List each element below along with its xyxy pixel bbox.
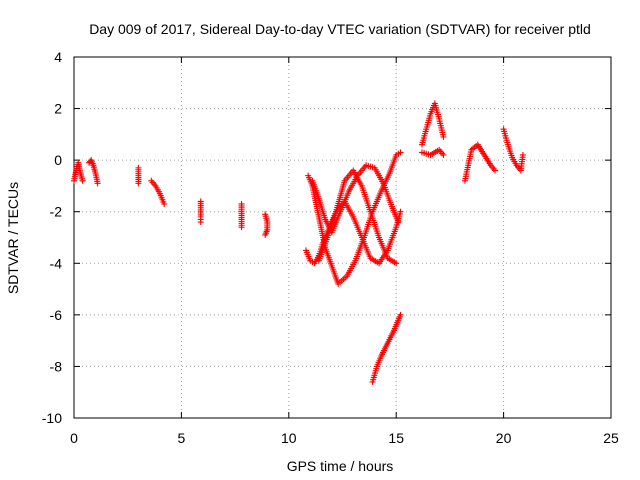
data-points <box>71 100 526 385</box>
data-point <box>395 219 402 226</box>
axis-ticks <box>73 56 612 419</box>
y-tick-label: -2 <box>50 204 63 220</box>
data-point <box>440 133 447 140</box>
data-point <box>393 260 400 267</box>
x-tick-labels: 0 5 10 15 20 25 <box>70 430 619 446</box>
data-point <box>262 231 269 238</box>
x-tick-label: 20 <box>496 430 512 446</box>
x-tick-label: 5 <box>178 430 186 446</box>
y-tick-label: 0 <box>54 152 62 168</box>
y-tick-label: -8 <box>50 358 63 374</box>
data-point <box>397 208 404 215</box>
plot-frame <box>73 56 612 419</box>
y-tick-label: -4 <box>50 255 63 271</box>
y-tick-label: 4 <box>54 49 62 65</box>
x-tick-label: 0 <box>70 430 78 446</box>
x-tick-label: 15 <box>388 430 404 446</box>
y-tick-label: -10 <box>42 410 62 426</box>
y-tick-label: 2 <box>54 101 62 117</box>
data-point <box>397 311 404 318</box>
y-axis-label: SDTVAR / TECUs <box>5 182 21 294</box>
grid-lines <box>74 57 611 418</box>
x-tick-label: 25 <box>603 430 619 446</box>
data-point <box>197 219 204 226</box>
x-axis-label: GPS time / hours <box>287 458 394 474</box>
data-point <box>135 180 142 187</box>
x-tick-label: 10 <box>281 430 297 446</box>
data-point <box>440 151 447 158</box>
data-point <box>519 151 526 158</box>
data-point <box>238 224 245 231</box>
data-point <box>94 180 101 187</box>
data-point <box>161 200 168 207</box>
y-tick-label: -6 <box>50 307 63 323</box>
chart-title: Day 009 of 2017, Sidereal Day-to-day VTE… <box>89 21 591 37</box>
data-point <box>397 149 404 156</box>
y-tick-labels: -10 -8 -6 -4 -2 0 2 4 <box>42 49 62 426</box>
data-point <box>79 177 86 184</box>
data-point <box>492 167 499 174</box>
